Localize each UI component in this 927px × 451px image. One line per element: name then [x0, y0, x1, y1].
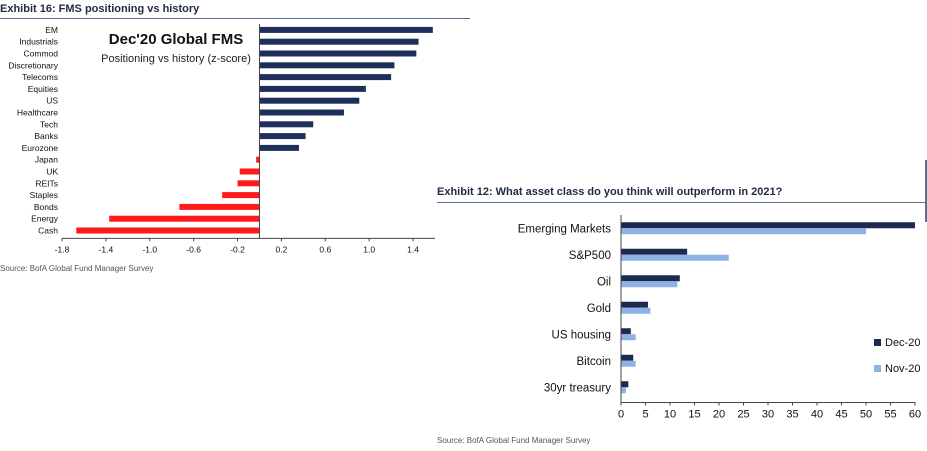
x-tick-label: 10: [664, 409, 676, 421]
chart1-title: Dec'20 Global FMS: [109, 31, 243, 48]
positioning-bar: [259, 109, 344, 116]
category-label: Equities: [28, 84, 58, 94]
x-tick-label: 1.4: [407, 244, 419, 254]
category-label: Telecoms: [22, 72, 58, 82]
category-label: Banks: [34, 131, 58, 141]
x-tick-label: -0.6: [186, 244, 201, 254]
category-label: Staples: [30, 190, 58, 200]
exhibit12-edge-marker: [925, 160, 927, 222]
positioning-bar: [259, 26, 433, 33]
bar-nov-20: [621, 307, 651, 314]
positioning-bar: [259, 62, 395, 69]
asset-class-label: Bitcoin: [576, 356, 611, 368]
exhibit16-source: Source: BofA Global Fund Manager Survey: [0, 264, 154, 273]
x-tick-label: 0.6: [319, 244, 331, 254]
legend-swatch-nov-20: [874, 365, 881, 372]
x-tick-label: 25: [737, 409, 749, 421]
x-tick-label: 35: [786, 409, 798, 421]
x-tick-label: -0.2: [230, 244, 245, 254]
category-label: Tech: [40, 119, 58, 129]
x-tick-label: 0: [618, 409, 624, 421]
bar-dec-20: [621, 275, 680, 282]
chart1-subtitle: Positioning vs history (z-score): [101, 53, 251, 65]
bar-dec-20: [621, 248, 688, 255]
positioning-bar: [179, 203, 260, 210]
bar-nov-20: [621, 228, 866, 235]
category-label: Industrials: [19, 37, 58, 47]
x-tick-label: 40: [811, 409, 823, 421]
positioning-bar: [259, 97, 360, 104]
x-tick-label: 45: [835, 409, 847, 421]
bar-nov-20: [621, 254, 729, 261]
bar-nov-20: [621, 334, 636, 341]
category-label: Eurozone: [22, 143, 59, 153]
category-label: US: [46, 96, 58, 106]
positioning-bar: [259, 121, 314, 128]
exhibit16-header: Exhibit 16: FMS positioning vs history: [0, 3, 200, 15]
legend-swatch-dec-20: [874, 339, 881, 346]
x-tick-label: 20: [713, 409, 725, 421]
category-label: Discretionary: [8, 60, 58, 70]
asset-class-label: S&P500: [569, 250, 611, 262]
x-tick-label: 0.2: [275, 244, 287, 254]
positioning-bar: [222, 192, 260, 199]
bar-nov-20: [621, 281, 678, 288]
exhibit12-header: Exhibit 12: What asset class do you thin…: [437, 186, 783, 198]
category-label: Healthcare: [17, 108, 58, 118]
x-tick-label: 5: [642, 409, 648, 421]
asset-class-label: US housing: [552, 329, 611, 341]
positioning-bar: [259, 38, 419, 45]
positioning-bar: [259, 74, 392, 81]
x-tick-label: 30: [762, 409, 774, 421]
category-label: Bonds: [34, 202, 58, 212]
legend-label-nov-20: Nov-20: [885, 363, 920, 375]
category-label: Cash: [38, 226, 58, 236]
x-tick-label: 55: [884, 409, 896, 421]
positioning-bar: [259, 85, 366, 92]
bar-dec-20: [621, 328, 631, 335]
x-tick-label: 15: [688, 409, 700, 421]
positioning-bar: [237, 180, 260, 187]
category-label: UK: [46, 167, 58, 177]
bar-dec-20: [621, 222, 915, 229]
x-tick-label: -1.0: [142, 244, 157, 254]
outperform-asset-class-chart: Emerging Markets S&P500 Oil Gold US housing B…: [518, 215, 921, 421]
category-label: Commod: [24, 49, 59, 59]
x-tick-label: 1.0: [363, 244, 375, 254]
asset-class-label: Oil: [597, 276, 611, 288]
category-label: Energy: [31, 214, 59, 224]
positioning-bar: [76, 227, 260, 234]
exhibit16-header-rule: [0, 18, 470, 19]
x-tick-label: 50: [860, 409, 872, 421]
bar-dec-20: [621, 301, 648, 308]
positioning-bar: [256, 156, 260, 163]
bar-dec-20: [621, 381, 629, 388]
x-tick-label: -1.4: [99, 244, 114, 254]
category-label: REITs: [35, 178, 58, 188]
x-tick-label: -1.8: [55, 244, 70, 254]
positioning-bar: [109, 215, 260, 222]
legend-label-dec-20: Dec-20: [885, 337, 920, 349]
exhibit12-header-rule: [437, 202, 925, 203]
bar-nov-20: [621, 387, 626, 394]
category-label: EM: [45, 25, 58, 35]
asset-class-label: 30yr treasury: [544, 382, 611, 394]
bar-nov-20: [621, 360, 636, 367]
positioning-bar: [259, 144, 299, 151]
bar-dec-20: [621, 354, 634, 361]
asset-class-label: Gold: [587, 303, 611, 315]
exhibit12-source: Source: BofA Global Fund Manager Survey: [437, 436, 591, 445]
positioning-bar: [259, 133, 306, 140]
positioning-bar: [259, 50, 417, 57]
x-tick-label: 60: [909, 409, 921, 421]
category-label: Japan: [35, 155, 58, 165]
asset-class-label: Emerging Markets: [518, 223, 612, 235]
positioning-bar: [239, 168, 260, 175]
